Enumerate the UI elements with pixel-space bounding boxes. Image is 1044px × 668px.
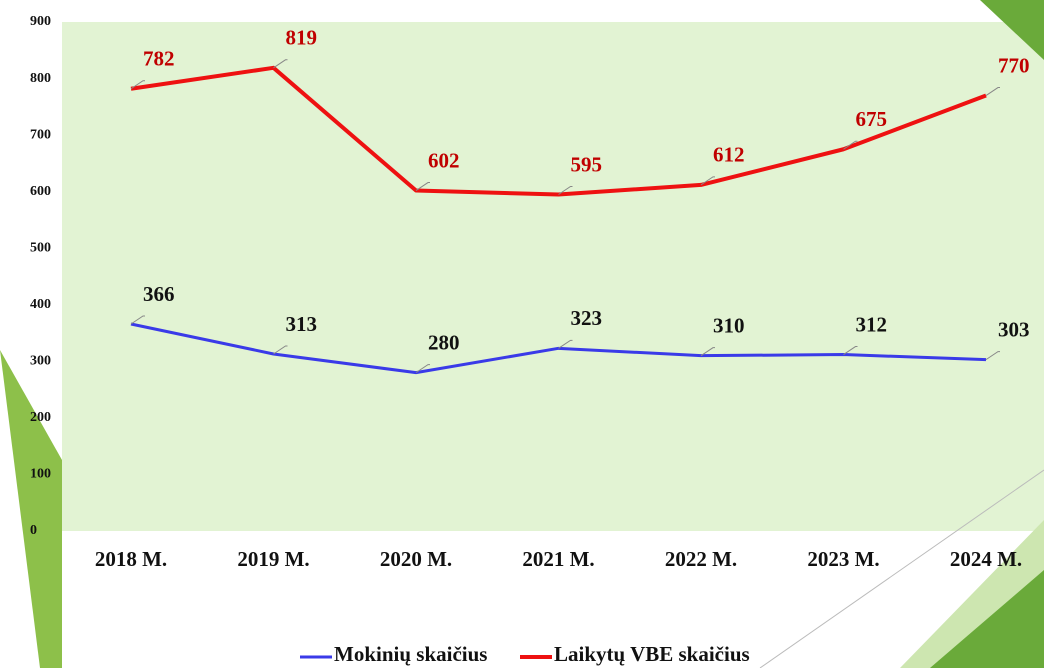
data-label: 313 <box>286 312 318 336</box>
y-tick-label: 400 <box>30 297 51 312</box>
data-label: 310 <box>713 313 745 337</box>
data-label: 770 <box>998 53 1030 77</box>
data-label: 312 <box>856 312 888 336</box>
plot-area <box>62 22 1044 531</box>
data-label: 675 <box>856 107 888 131</box>
y-tick-label: 900 <box>30 14 51 29</box>
data-label: 612 <box>713 143 745 167</box>
x-tick-label: 2022 M. <box>665 547 737 571</box>
x-tick-label: 2023 M. <box>807 547 879 571</box>
data-label: 602 <box>428 148 460 172</box>
y-tick-label: 800 <box>30 71 51 86</box>
x-tick-label: 2018 M. <box>95 547 167 571</box>
data-label: 595 <box>571 152 603 176</box>
x-tick-label: 2020 M. <box>380 547 452 571</box>
x-tick-label: 2021 M. <box>522 547 594 571</box>
y-tick-label: 700 <box>30 127 51 142</box>
legend-label: Laikytų VBE skaičius <box>554 642 750 666</box>
y-tick-label: 500 <box>30 240 51 255</box>
data-label: 782 <box>143 47 175 71</box>
data-label: 323 <box>571 306 603 330</box>
y-tick-label: 0 <box>30 523 37 538</box>
data-label: 819 <box>286 26 318 50</box>
data-label: 366 <box>143 282 175 306</box>
data-label: 303 <box>998 317 1030 341</box>
y-tick-label: 300 <box>30 354 51 369</box>
y-tick-label: 200 <box>30 410 51 425</box>
y-tick-label: 100 <box>30 467 51 482</box>
y-tick-label: 600 <box>30 184 51 199</box>
chart: 0 100 200 300 400 500 600 700 800 900 2018 M. 2019 … <box>0 0 1044 668</box>
data-label: 280 <box>428 330 460 354</box>
x-tick-label: 2024 M. <box>950 547 1022 571</box>
decoration <box>0 350 62 668</box>
legend-label: Mokinių skaičius <box>334 642 487 666</box>
x-tick-label: 2019 M. <box>237 547 309 571</box>
